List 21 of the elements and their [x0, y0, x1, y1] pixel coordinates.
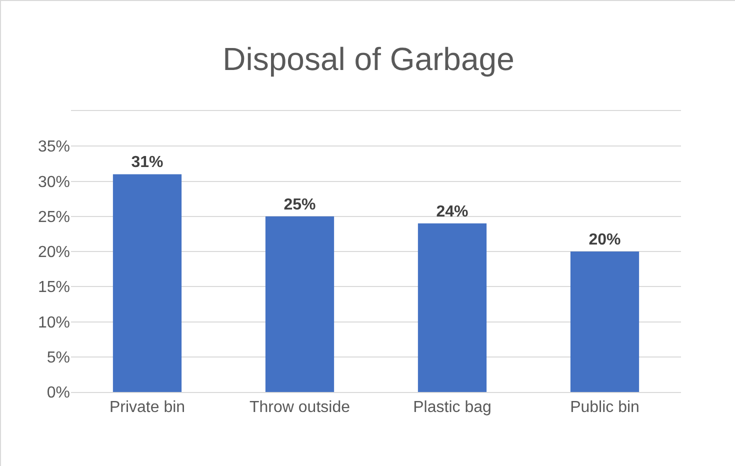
x-tick-label: Throw outside [250, 399, 350, 416]
bar [418, 223, 487, 392]
x-tick-label: Public bin [570, 399, 640, 416]
bar [265, 216, 334, 392]
data-label: 31% [131, 154, 164, 172]
y-tick-label: 15% [38, 279, 70, 296]
chart-title: Disposal of Garbage [222, 41, 514, 77]
x-tick-label: Plastic bag [413, 399, 492, 416]
y-tick-label: 35% [38, 138, 70, 156]
data-label: 24% [436, 203, 468, 220]
bar [570, 252, 640, 392]
bar [112, 174, 182, 392]
y-tick-label: 20% [38, 244, 70, 262]
data-label: 25% [284, 196, 316, 214]
data-label: 20% [588, 232, 621, 248]
y-tick-label: 10% [38, 314, 70, 332]
y-tick-label: 25% [38, 208, 70, 226]
y-tick-label: 0% [46, 384, 70, 402]
y-tick-label: 5% [46, 349, 70, 366]
y-tick-label: 30% [38, 174, 70, 191]
x-tick-label: Private bin [109, 399, 186, 416]
